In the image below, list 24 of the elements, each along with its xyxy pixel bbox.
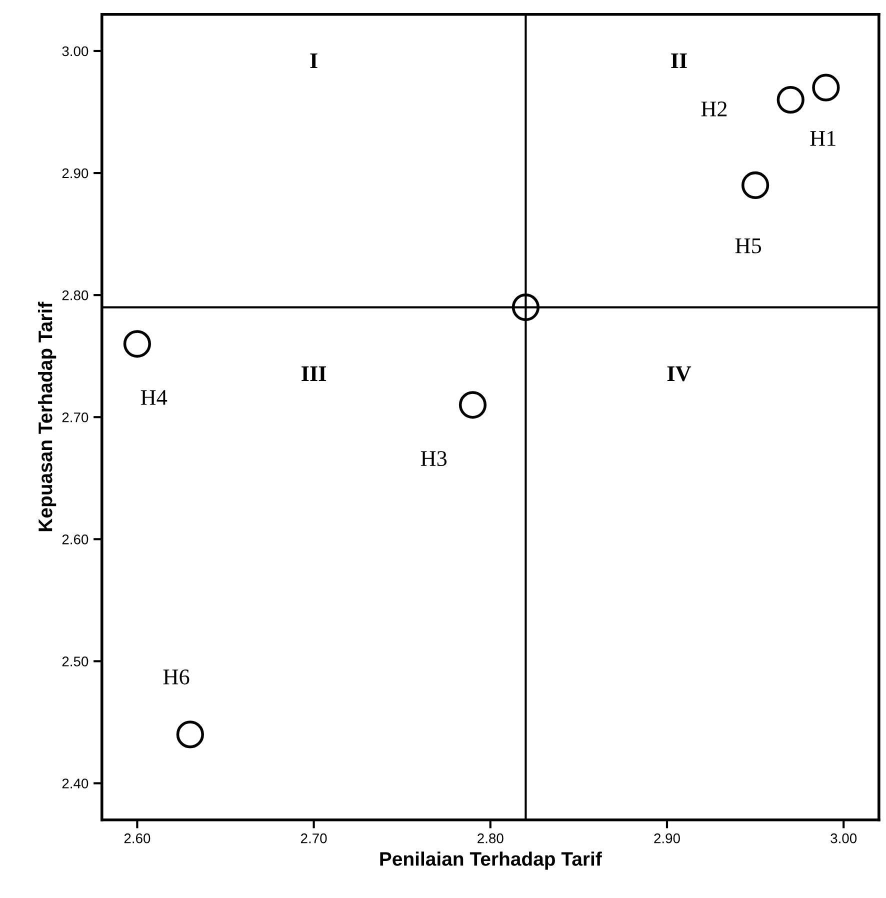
annotation: H2	[701, 102, 727, 116]
y-tick-label: 2.90	[62, 168, 88, 178]
annotation: III	[302, 366, 326, 381]
annotation: IV	[667, 366, 692, 382]
y-tick-label: 2.60	[62, 534, 88, 544]
x-tick-label: 3.00	[830, 833, 857, 844]
annotation: H1	[810, 131, 836, 146]
annotation: H4	[140, 390, 168, 405]
annotation: I	[310, 53, 318, 68]
annotation: H3	[420, 451, 447, 466]
y-tick-label: 2.50	[62, 656, 88, 666]
y-tick-label: 2.70	[62, 412, 88, 422]
y-tick-label: 3.00	[62, 46, 88, 56]
annotation: H6	[163, 670, 190, 684]
x-tick-label: 2.80	[478, 833, 504, 844]
annotation: II	[671, 53, 687, 68]
x-tick-label: 2.70	[300, 833, 327, 844]
x-axis-title: Penilaian Terhadap Tarif	[380, 852, 602, 870]
annotation: H5	[735, 238, 762, 254]
x-tick-label: 2.90	[654, 833, 680, 844]
y-axis-title: Kepuasan Terhadap Tarif	[38, 302, 56, 532]
x-tick-label: 2.60	[124, 833, 150, 844]
y-tick-label: 2.80	[62, 290, 88, 300]
y-tick-label: 2.40	[62, 778, 88, 788]
